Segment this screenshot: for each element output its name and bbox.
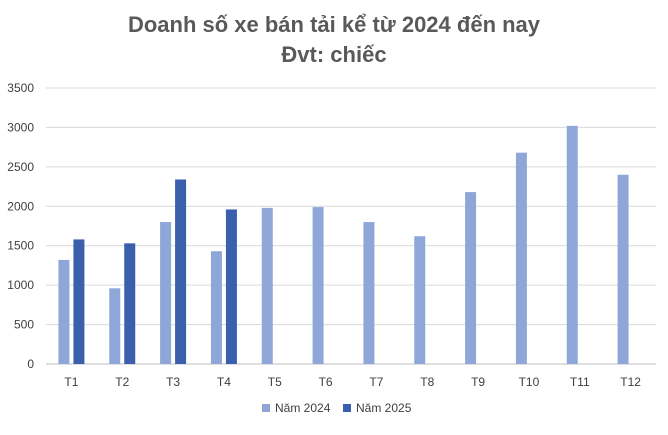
x-tick-label: T5 — [268, 375, 282, 389]
x-tick-label: T8 — [420, 375, 434, 389]
x-tick-label: T12 — [620, 375, 641, 389]
y-tick-label: 500 — [14, 318, 34, 332]
bar — [465, 192, 477, 364]
bar — [210, 251, 222, 364]
bar — [414, 236, 426, 364]
legend-label: Năm 2024 — [275, 401, 331, 415]
chart-subtitle: Đvt: chiếc — [281, 42, 387, 67]
bar — [566, 125, 578, 364]
bar — [58, 259, 70, 364]
bar — [312, 207, 324, 364]
y-tick-label: 0 — [27, 357, 34, 371]
legend-swatch — [262, 404, 270, 412]
bar — [109, 288, 121, 364]
bar — [617, 174, 629, 364]
legend-label: Năm 2025 — [356, 401, 412, 415]
y-tick-label: 2500 — [7, 160, 34, 174]
x-tick-label: T1 — [64, 375, 78, 389]
bar — [363, 222, 375, 364]
bar — [261, 207, 273, 364]
y-tick-label: 3500 — [7, 81, 34, 95]
x-tick-label: T3 — [166, 375, 180, 389]
x-tick-label: T4 — [217, 375, 231, 389]
legend-swatch — [343, 404, 351, 412]
bar — [124, 243, 136, 364]
y-tick-label: 1000 — [7, 278, 34, 292]
x-tick-label: T7 — [369, 375, 383, 389]
bar — [175, 179, 187, 364]
x-tick-label: T11 — [570, 375, 590, 389]
bar — [515, 152, 527, 364]
y-tick-label: 1500 — [7, 239, 34, 253]
y-tick-label: 3000 — [7, 120, 34, 134]
bar — [73, 239, 85, 364]
x-tick-label: T9 — [471, 375, 485, 389]
x-tick-label: T2 — [115, 375, 129, 389]
x-tick-label: T6 — [319, 375, 333, 389]
y-tick-label: 2000 — [7, 199, 34, 213]
bar — [225, 209, 237, 364]
bar — [160, 222, 172, 364]
chart-title: Doanh số xe bán tải kể từ 2024 đến nay — [127, 12, 541, 37]
x-tick-label: T10 — [519, 375, 540, 389]
